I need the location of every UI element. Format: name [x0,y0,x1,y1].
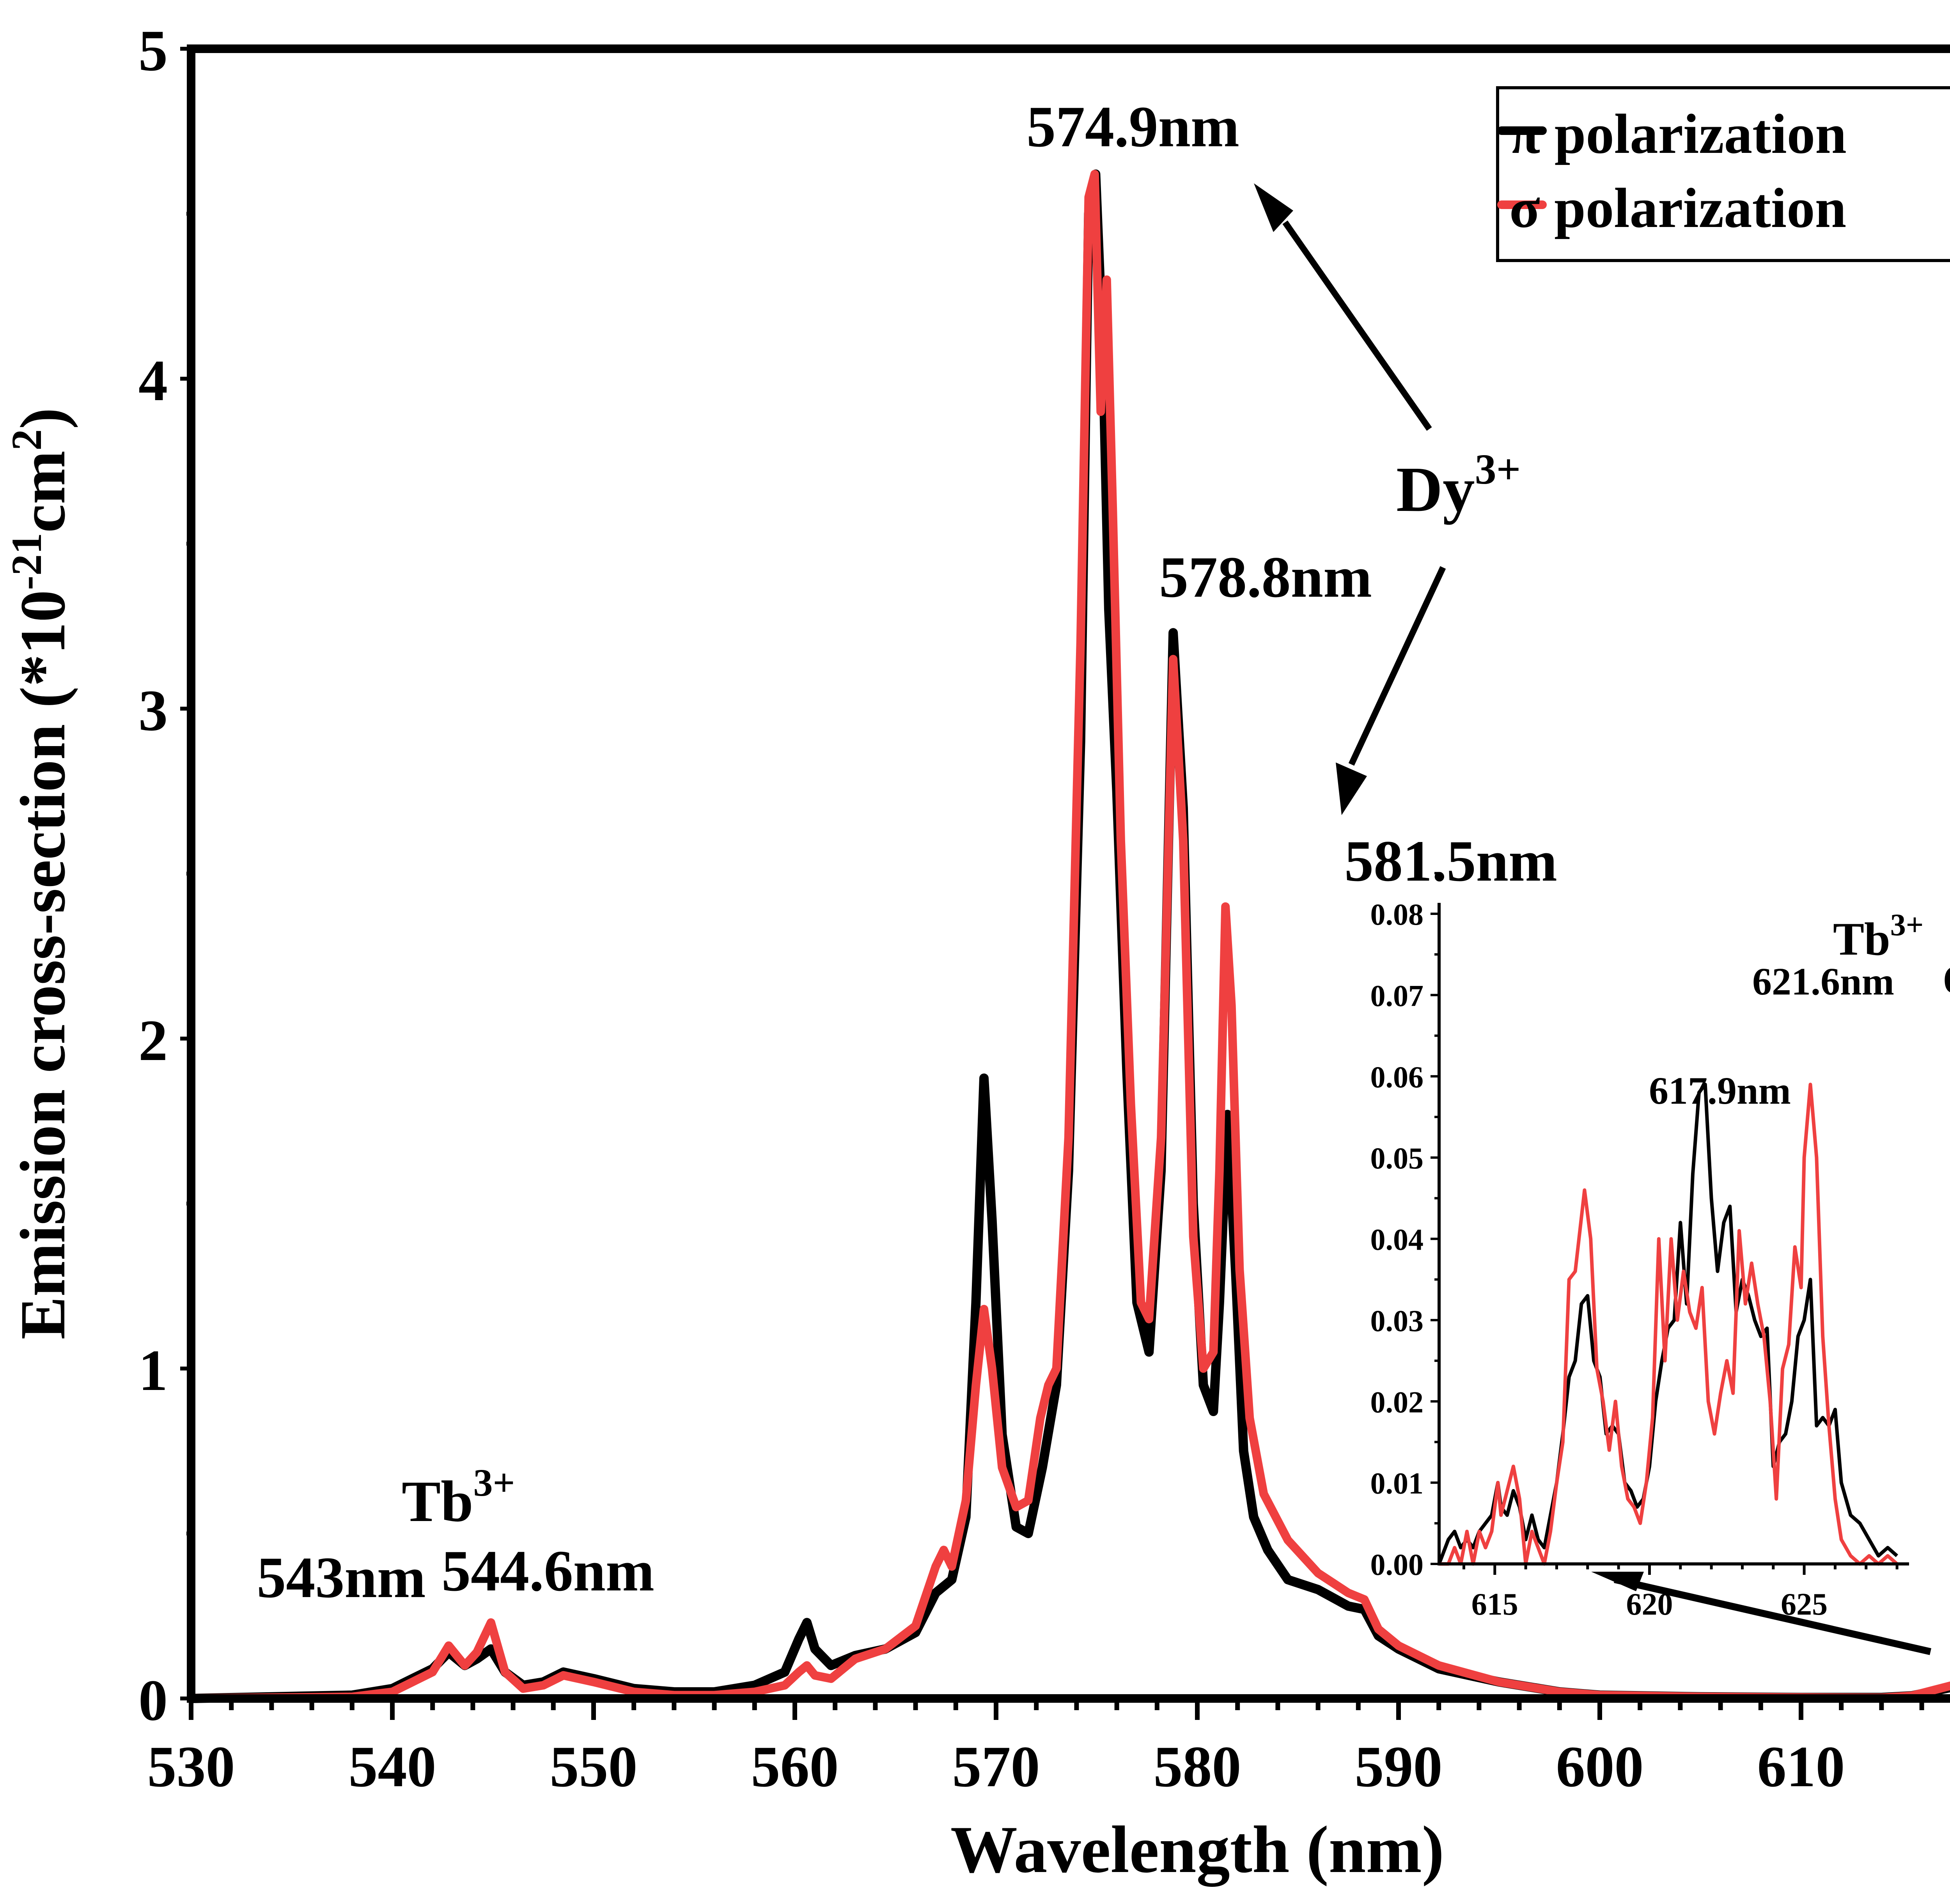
x-tick-label: 600 [1556,1734,1644,1799]
inset-x-tick-label: 615 [1471,1587,1518,1622]
x-tick-label: 560 [751,1734,839,1799]
annotation-arrows [1254,183,1932,1655]
inset-y-tick-label: 0.01 [1370,1466,1424,1500]
x-axis-title: Wavelength (nm) [950,1813,1444,1887]
inset-peak-label-617-9: 617.9nm [1649,1069,1791,1112]
y-tick-label: 4 [138,348,168,413]
arrowhead-581-5 [1336,762,1367,815]
tb-main-sup: 3+ [473,1461,515,1504]
y-axis-title-end: ) [7,408,78,429]
main-x-axis-ticks: 530540550560570580590600610620630 [147,1698,1924,1799]
legend-label-sigma: σ polarization [1509,177,1846,239]
inset-peak-label-621-6: 621.6nm [1752,960,1894,1003]
y-tick-label: 2 [138,1008,168,1073]
x-tick-label: 580 [1154,1734,1241,1799]
inset-tb-ion-label: Tb3+ [1833,908,1923,965]
x-tick-label: 550 [550,1734,638,1799]
arrow-to-574-9 [1282,220,1432,431]
arrow-to-inset-left-line [1613,1576,1932,1655]
inset-series-line-0 [1437,1083,1899,1565]
inset-y-tick-label: 0.04 [1370,1223,1424,1257]
peak-label-543: 543nm [257,1545,425,1610]
inset-chart: 615 620 625 0.000.010.020.030.040.050.060.… [1370,872,1950,1622]
y-tick-label: 5 [138,18,168,83]
inset-y-tick-label: 0.02 [1370,1385,1424,1419]
y-tick-label: 1 [138,1338,168,1403]
inset-series-line-1 [1439,1083,1899,1566]
y-axis-title-mid: cm [7,450,78,533]
y-tick-label: 3 [138,678,168,743]
arrowhead-574-9 [1254,183,1293,232]
x-tick-label: 530 [147,1734,235,1799]
dy-ion-label: Dy3+ [1396,445,1521,525]
inset-y-tick-label: 0.07 [1370,979,1424,1012]
main-y-axis-ticks: 0 1 2 3 4 5 [138,18,191,1733]
legend-box [1496,86,1950,262]
inset-background [1439,903,1950,1564]
inset-y-tick-label: 0.00 [1370,1548,1424,1581]
legend: π polarization σ polarization [1496,86,1950,262]
y-axis-title-main: Emission cross-section (*10 [7,590,78,1340]
inset-y-tick-label: 0.06 [1370,1060,1424,1094]
x-tick-label: 540 [349,1734,436,1799]
tb-ion-label-main: Tb3+ [402,1461,515,1534]
inset-y-tick-label: 0.03 [1370,1304,1424,1338]
arrowhead-inset-left [1591,1572,1644,1591]
inset-y-axis-ticks: 0.00 0.01 0.02 0.03 0.04 0.05 0.06 0.07 0.08 [1370,872,1439,1581]
y-tick-label: 0 [138,1668,168,1733]
y-axis-title-sup1: -21 [3,533,50,590]
x-tick-label: 590 [1355,1734,1443,1799]
y-axis-title: Emission cross-section (*10-21cm2) [3,408,78,1339]
inset-tb-text: Tb [1833,913,1890,965]
inset-series-group [1437,1083,1899,1566]
inset-x-tick-label: 625 [1781,1587,1828,1622]
x-tick-label: 610 [1757,1734,1845,1799]
dy-label-text: Dy [1396,454,1475,525]
x-tick-label: 570 [952,1734,1040,1799]
inset-y-tick-label: 0.05 [1370,1141,1424,1175]
legend-label-pi: π polarization [1509,103,1847,165]
inset-y-tick-label: 0.08 [1370,897,1424,931]
tb-main-text: Tb [402,1469,473,1534]
arrow-to-581-5 [1348,566,1446,766]
inset-x-tick-label: 620 [1626,1587,1673,1622]
peak-label-574-9: 574.9nm [1026,94,1239,159]
peak-label-544-6: 544.6nm [441,1539,654,1603]
inset-x-axis-ticks: 615 620 625 [1462,1564,1899,1622]
inset-peak-label-625-2: 625.2nm [1943,958,1950,1001]
peak-label-581-5: 581.5nm [1344,829,1557,893]
dy-label-sup: 3+ [1475,445,1521,493]
y-axis-title-sup2: 2 [3,429,50,450]
inset-tb-sup: 3+ [1890,908,1924,942]
peak-label-578-8: 578.8nm [1159,545,1372,610]
